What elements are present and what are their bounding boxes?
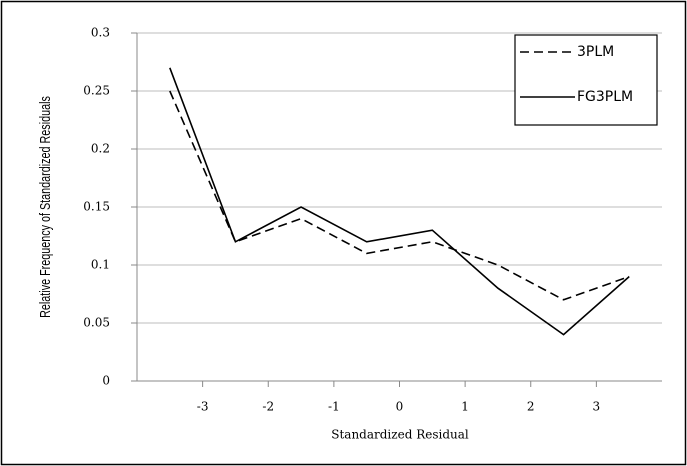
legend-box xyxy=(514,34,658,126)
y-tick-label: 0.1 xyxy=(91,258,110,272)
y-tick-label: 0.2 xyxy=(91,142,110,156)
x-tick-label: -1 xyxy=(328,400,340,414)
x-tick-label: -3 xyxy=(197,400,209,414)
legend-label: FG3PLM xyxy=(577,89,633,105)
y-tick-label: 0.05 xyxy=(83,316,110,330)
line-series xyxy=(169,90,630,301)
y-tick-label: 0.15 xyxy=(83,200,110,214)
y-tick-label: 0.3 xyxy=(91,26,110,40)
y-tick-label: 0 xyxy=(102,374,110,388)
legend-label: 3PLM xyxy=(577,44,614,60)
x-axis-title: Standardized Residual xyxy=(331,428,469,442)
x-tick-label: 1 xyxy=(461,400,469,414)
x-tick-label: -2 xyxy=(262,400,274,414)
line-series xyxy=(169,67,630,336)
y-axis-title: Relative Frequency of Standardized Resid… xyxy=(36,96,53,318)
x-tick-label: 0 xyxy=(396,400,404,414)
x-tick-label: 2 xyxy=(527,400,535,414)
y-tick-label: 0.25 xyxy=(83,84,110,98)
x-tick-label: 3 xyxy=(593,400,601,414)
